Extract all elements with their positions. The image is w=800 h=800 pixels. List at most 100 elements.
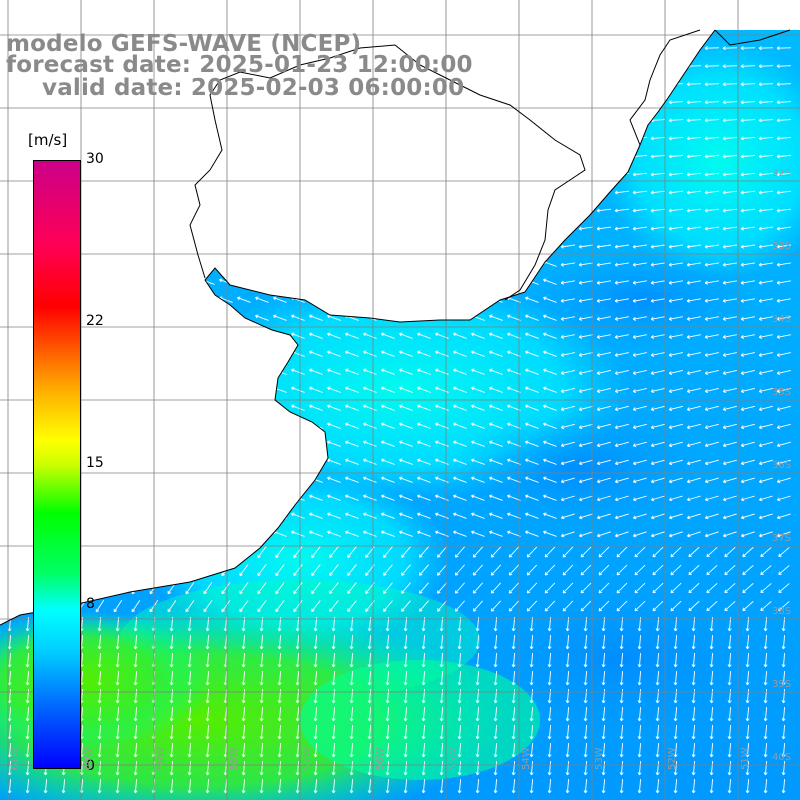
wind-arrow [668,352,683,357]
wind-arrow [650,459,665,466]
wind-arrow [219,116,233,123]
wind-arrow [399,458,413,465]
wind-arrow [169,670,174,686]
wind-arrow [291,152,305,159]
wind-arrow [634,564,646,576]
wind-arrow [165,116,179,123]
wind-arrow [201,296,215,303]
wind-arrow [327,440,341,447]
latitude-label: 38S [772,606,792,617]
wind-arrow [21,152,35,159]
wind-arrow [295,742,300,758]
wind-arrow [327,170,341,177]
wind-arrow [709,760,714,776]
wind-arrow [345,242,359,249]
wind-arrow [381,134,395,141]
wind-arrow [345,368,359,375]
wind-arrow [61,778,66,794]
wind-arrow [668,316,683,321]
wind-arrow [668,441,683,448]
wind-arrow [291,206,305,213]
wind-arrow [237,368,251,375]
wind-arrow [472,582,484,594]
latitude-label: 37S [772,533,792,544]
wind-arrow [686,190,702,195]
wind-arrow [201,260,215,267]
wind-arrow [525,296,539,303]
wind-arrow [309,242,323,249]
wind-arrow [471,440,485,447]
wind-arrow [614,405,629,412]
wind-arrow [363,422,377,429]
wind-arrow [237,440,251,447]
wind-arrow [758,459,773,466]
wind-arrow [740,531,755,538]
wind-arrow [668,208,684,213]
wind-arrow [704,423,719,430]
wind-arrow [453,296,467,303]
wind-arrow [167,563,177,577]
wind-arrow [309,404,323,411]
wind-arrow [475,778,480,794]
wind-arrow [421,688,426,704]
wind-arrow [507,512,521,519]
longitude-label: 53W [594,747,605,770]
wind-arrow [111,386,125,393]
wind-arrow [614,136,630,141]
wind-arrow [381,368,395,375]
wind-arrow [403,634,408,650]
wind-arrow [349,634,354,650]
wind-arrow [489,44,503,51]
wind-arrow [399,494,413,501]
wind-arrow [131,599,141,613]
wind-arrow [385,652,390,668]
wind-arrow [668,405,683,412]
wind-arrow [439,670,444,686]
wind-arrow [129,170,143,177]
wind-arrow [3,152,17,159]
wind-arrow [291,242,305,249]
wind-arrow [201,458,215,465]
wind-arrow [722,370,737,375]
wind-arrow [740,370,755,375]
wind-arrow [273,188,287,195]
wind-arrow [632,441,647,448]
wind-arrow [219,188,233,195]
wind-arrow [562,582,574,594]
wind-arrow [598,582,610,594]
wind-arrow [201,116,215,123]
wind-arrow [727,706,732,722]
wind-arrow [637,742,642,758]
wind-arrow [417,314,431,321]
wind-arrow [313,742,318,758]
wind-arrow [237,152,251,159]
wind-arrow [417,350,431,357]
wind-arrow [309,512,323,519]
wind-arrow [489,188,503,195]
wind-arrow [309,368,323,375]
wind-arrow [311,600,321,612]
wind-arrow [511,652,516,668]
wind-arrow [489,260,503,267]
wind-arrow [345,188,359,195]
wind-arrow [578,82,594,87]
wind-arrow [632,64,648,69]
wind-arrow [237,458,251,465]
wind-arrow [596,405,611,412]
wind-arrow [544,582,556,594]
wind-arrow [129,386,143,393]
wind-arrow [219,512,233,519]
wind-arrow [632,208,648,213]
wind-arrow [471,98,485,105]
wind-arrow [349,742,354,758]
wind-arrow [185,563,195,577]
wind-arrow [742,601,754,612]
wind-arrow [327,116,341,123]
wind-arrow [490,564,502,576]
wind-arrow [740,280,755,285]
wind-arrow [686,262,701,267]
wind-arrow [418,564,429,576]
wind-arrow [776,154,792,159]
wind-arrow [277,688,282,704]
